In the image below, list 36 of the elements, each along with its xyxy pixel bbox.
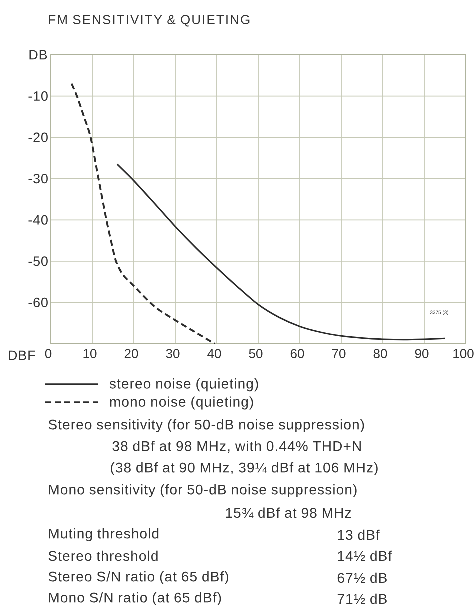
x-tick-label: 10: [84, 349, 97, 358]
text: 67½ dB: [338, 572, 387, 584]
chart-title: FM SENSITIVITY & QUIETING: [49, 15, 250, 27]
x-tick-label: 50: [249, 349, 263, 358]
x-tick-label: 90: [415, 349, 429, 358]
legend-label: mono noise (quieting): [110, 396, 254, 410]
text: (38 dBf at 90 MHz, 39¼ dBf at 106 MHz): [111, 462, 378, 476]
text: Stereo sensitivity (for 50-dB noise suppression): [48, 419, 364, 433]
text: Mono S/N ratio (at 65 dBf): [49, 592, 222, 606]
y-tick-label: -40: [28, 215, 48, 225]
text: Mono sensitivity (for 50-dB noise suppression): [49, 484, 357, 498]
x-tick-label: 30: [166, 349, 180, 358]
x-tick-label: 0: [45, 349, 52, 358]
text: Stereo S/N ratio (at 65 dBf): [48, 571, 228, 585]
x-axis-title: DBF: [9, 350, 36, 360]
y-axis-title: DB: [30, 50, 48, 60]
x-tick-label: 70: [332, 349, 346, 358]
line-series: [70, 82, 216, 344]
y-tick-label: -50: [28, 256, 48, 266]
y-tick-label: -60: [28, 298, 48, 308]
text: 13 dBf: [338, 530, 380, 540]
text: 38 dBf at 98 MHz, with 0.44% THD+N: [112, 441, 361, 453]
y-tick-label: -30: [28, 174, 48, 184]
x-tick-label: 20: [124, 349, 138, 358]
text: Stereo threshold: [48, 550, 158, 562]
text: 71½ dB: [338, 594, 387, 604]
text: 14½ dBf: [338, 550, 392, 562]
y-tick-label: -10: [28, 92, 48, 102]
x-tick-label: 100: [454, 349, 474, 358]
text: 15¾ dBf at 98 MHz: [226, 508, 352, 518]
legend-label: stereo noise (quieting): [110, 378, 258, 392]
x-tick-label: 40: [208, 349, 222, 358]
y-tick-label: -20: [28, 132, 48, 142]
x-tick-label: 60: [290, 349, 304, 358]
x-tick-label: 80: [374, 349, 388, 358]
text: Muting threshold: [49, 528, 159, 542]
